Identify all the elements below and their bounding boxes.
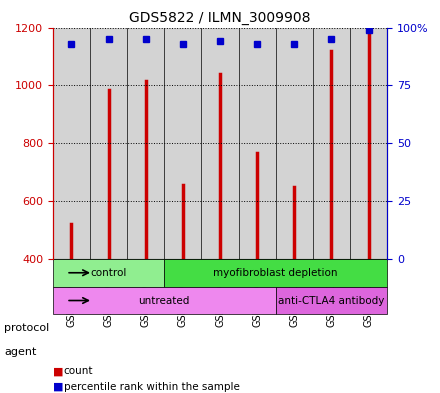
Text: myofibroblast depletion: myofibroblast depletion — [213, 268, 338, 278]
Text: agent: agent — [4, 347, 37, 357]
Text: ■: ■ — [53, 382, 63, 392]
FancyBboxPatch shape — [53, 286, 276, 314]
Text: protocol: protocol — [4, 323, 50, 333]
Text: ■: ■ — [53, 366, 63, 376]
Title: GDS5822 / ILMN_3009908: GDS5822 / ILMN_3009908 — [129, 11, 311, 25]
FancyBboxPatch shape — [164, 259, 387, 286]
FancyBboxPatch shape — [276, 286, 387, 314]
Text: untreated: untreated — [139, 296, 190, 305]
FancyBboxPatch shape — [53, 259, 164, 286]
Text: control: control — [90, 268, 127, 278]
Text: count: count — [64, 366, 93, 376]
Text: anti-CTLA4 antibody: anti-CTLA4 antibody — [278, 296, 385, 305]
Text: percentile rank within the sample: percentile rank within the sample — [64, 382, 240, 392]
